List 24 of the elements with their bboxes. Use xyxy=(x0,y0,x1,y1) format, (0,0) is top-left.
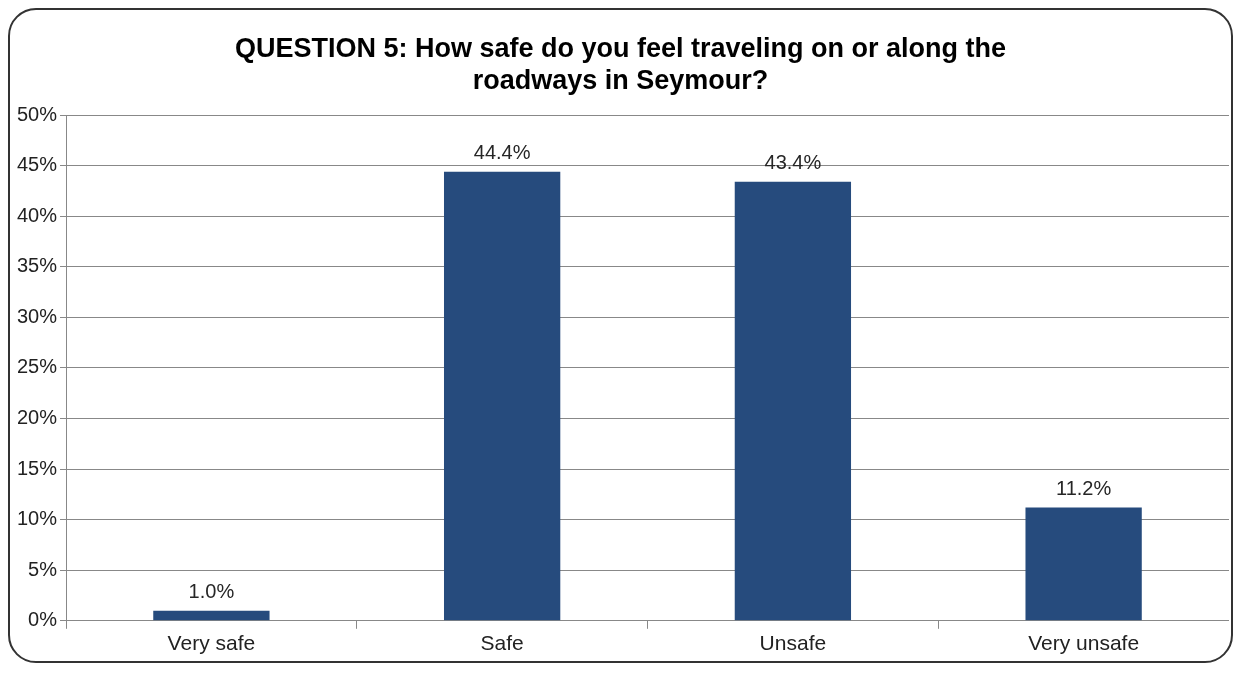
x-tick-label: Safe xyxy=(480,631,524,655)
x-tick-label: Very safe xyxy=(167,631,256,655)
data-label: 43.4% xyxy=(764,151,822,174)
bar xyxy=(734,181,852,621)
y-tick-label: 25% xyxy=(17,355,58,378)
bar xyxy=(444,171,561,621)
y-tick-label: 20% xyxy=(17,406,58,428)
y-tick-label: 10% xyxy=(17,507,58,530)
x-tick-label: Very unsafe xyxy=(1028,631,1140,655)
bar xyxy=(153,610,270,621)
x-tick-label: Unsafe xyxy=(759,631,827,655)
y-tick-label: 35% xyxy=(17,254,58,277)
y-tick-label: 15% xyxy=(17,456,58,479)
bar xyxy=(1025,507,1142,621)
y-tick-label: 5% xyxy=(28,557,58,580)
data-label: 11.2% xyxy=(1056,477,1112,500)
data-label: 44.4% xyxy=(473,141,531,164)
y-tick-label: 50% xyxy=(17,102,58,125)
y-tick-label: 45% xyxy=(17,153,58,176)
y-tick-label: 0% xyxy=(28,608,58,631)
y-tick-label: 30% xyxy=(17,304,58,327)
data-label: 1.0% xyxy=(188,580,235,603)
y-tick-label: 40% xyxy=(17,203,58,226)
chart-title: QUESTION 5: How safe do you feel traveling on or along the roadways in Seymour? xyxy=(233,32,1008,96)
